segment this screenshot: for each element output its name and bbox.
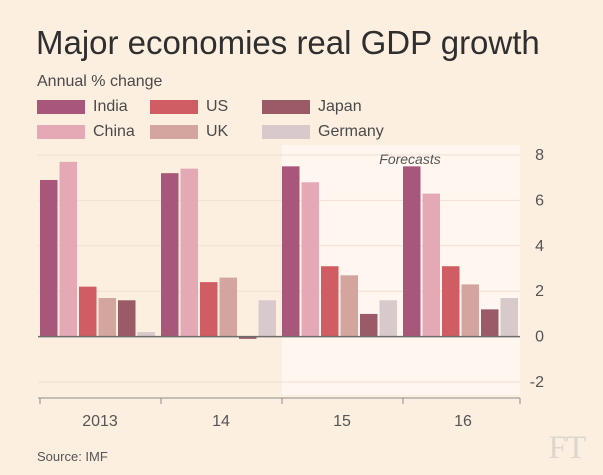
bar-germany-2013 [137,332,155,337]
x-tick-label-16: 16 [454,413,472,430]
bar-china-2013 [59,161,77,337]
bars-layer [40,161,518,339]
legend-label-germany: Germany [318,123,384,140]
y-tick-labels: 8 6 4 2 0 -2 [530,147,544,391]
legend-swatch-japan [262,100,310,114]
legend-swatch-germany [262,125,310,139]
legend-item-china: China [37,123,135,141]
bar-us-2013 [79,286,97,337]
legend-item-uk: UK [150,123,228,141]
chart-legend: India US Japan China UK Germany [37,98,457,146]
y-tick-label: -2 [530,374,544,391]
legend-swatch-china [37,125,85,139]
bar-india-16 [403,166,421,337]
bar-uk-14 [219,277,237,337]
x-tick-label-2013: 2013 [82,413,118,430]
bar-germany-15 [379,300,397,337]
y-tick-label: 6 [535,192,544,209]
bar-us-14 [200,282,218,337]
bar-uk-15 [340,275,358,337]
legend-label-japan: Japan [318,98,362,115]
legend-label-china: China [93,123,135,140]
legend-swatch-us [150,100,198,114]
ft-logo: FT [548,430,586,466]
legend-swatch-uk [150,125,198,139]
y-tick-label: 0 [535,329,544,346]
bar-germany-16 [500,298,518,337]
bar-uk-2013 [98,298,116,337]
source-note: Source: IMF [37,449,108,464]
forecast-label: Forecasts [379,151,440,167]
legend-label-us: US [206,98,229,115]
bar-china-14 [180,168,198,337]
bar-japan-14 [239,336,257,339]
bar-us-15 [321,266,339,337]
x-tick-label-15: 15 [333,413,351,430]
legend-swatch-india [37,100,85,114]
y-tick-label: 4 [535,238,544,255]
chart-subtitle: Annual % change [37,73,163,90]
bar-us-16 [442,266,460,337]
bar-japan-15 [360,313,378,337]
legend-item-japan: Japan [262,98,362,116]
legend-label-india: India [93,98,128,115]
y-tick-label: 2 [535,283,544,300]
x-axis-layer: 2013 14 15 16 [38,397,521,430]
legend-item-india: India [37,98,128,116]
bar-germany-14 [258,300,276,337]
legend-label-uk: UK [206,123,229,140]
x-tick-label-14: 14 [212,413,230,430]
bar-india-2013 [40,179,58,337]
bar-india-15 [282,166,300,337]
y-tick-label: 8 [535,147,544,164]
legend-item-us: US [150,98,228,116]
bar-china-16 [422,193,440,337]
bar-china-15 [301,182,319,337]
legend-item-germany: Germany [262,123,384,141]
bar-uk-16 [461,284,479,337]
bar-india-14 [161,173,179,337]
bar-japan-16 [481,309,499,337]
bar-japan-2013 [118,300,136,337]
chart-title: Major economies real GDP growth [36,24,540,61]
